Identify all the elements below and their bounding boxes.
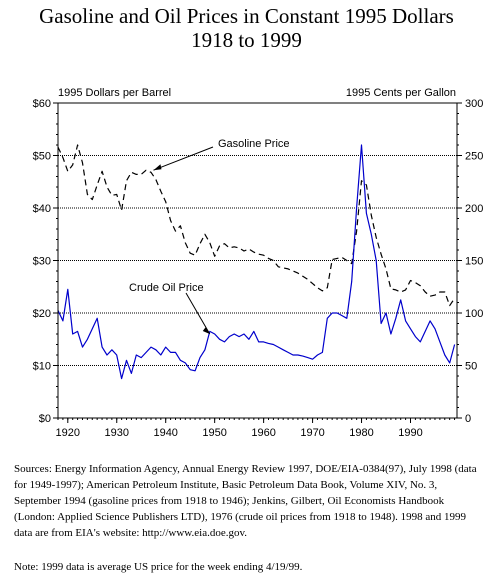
crude-oil-annotation: Crude Oil Price (129, 282, 204, 294)
right-tick-label: 300 (465, 98, 483, 110)
sources-footnote: Sources: Energy Information Agency, Annu… (14, 463, 477, 539)
right-axis-label: 1995 Cents per Gallon (346, 87, 456, 99)
left-tick-label: $60 (33, 98, 51, 110)
crude-oil-callout-arrow (202, 327, 210, 334)
series-lines (57, 144, 456, 380)
axes: $0 $10 $20 $30 $40 $50 $60 0 50 100 150 200 250 300 19… (33, 98, 484, 439)
chart-title-line-2: 1918 to 1999 (191, 28, 302, 52)
left-tick-label: $20 (33, 308, 51, 320)
gasoline-callout-arrow (153, 164, 162, 171)
right-tick-label: 150 (465, 256, 483, 268)
x-tick-label: 1960 (251, 427, 275, 439)
left-tick-label: $30 (33, 256, 51, 268)
chart-title-line-1: Gasoline and Oil Prices in Constant 1995… (39, 4, 454, 28)
note-footnote: Note: 1999 data is average US price for … (14, 561, 303, 573)
price-chart: 1995 Dollars per Barrel 1995 Cents per G… (33, 87, 484, 439)
x-tick-label: 1990 (398, 427, 422, 439)
right-tick-label: 200 (465, 203, 483, 215)
plot-frame (57, 102, 458, 419)
x-tick-label: 1950 (202, 427, 226, 439)
right-tick-label: 250 (465, 151, 483, 163)
right-tick-label: 0 (465, 413, 471, 425)
gasoline-callout-line (153, 146, 214, 171)
x-tick-label: 1970 (300, 427, 324, 439)
series-line-gasoline (57, 144, 456, 307)
left-tick-label: $0 (39, 413, 51, 425)
right-tick-label: 50 (465, 361, 477, 373)
right-tick-label: 100 (465, 308, 483, 320)
gasoline-annotation: Gasoline Price (218, 138, 290, 150)
left-axis-label: 1995 Dollars per Barrel (58, 87, 171, 99)
x-tick-label: 1930 (105, 427, 129, 439)
left-tick-label: $50 (33, 151, 51, 163)
x-tick-label: 1940 (153, 427, 177, 439)
series-line-crude-oil (57, 144, 456, 380)
x-tick-label: 1980 (349, 427, 373, 439)
grid-lines (58, 155, 457, 366)
annotations: Gasoline Price Crude Oil Price (129, 138, 290, 335)
x-tick-label: 1920 (56, 427, 80, 439)
left-tick-label: $10 (33, 361, 51, 373)
chart-title: Gasoline and Oil Prices in Constant 1995… (0, 4, 493, 52)
left-tick-label: $40 (33, 203, 51, 215)
